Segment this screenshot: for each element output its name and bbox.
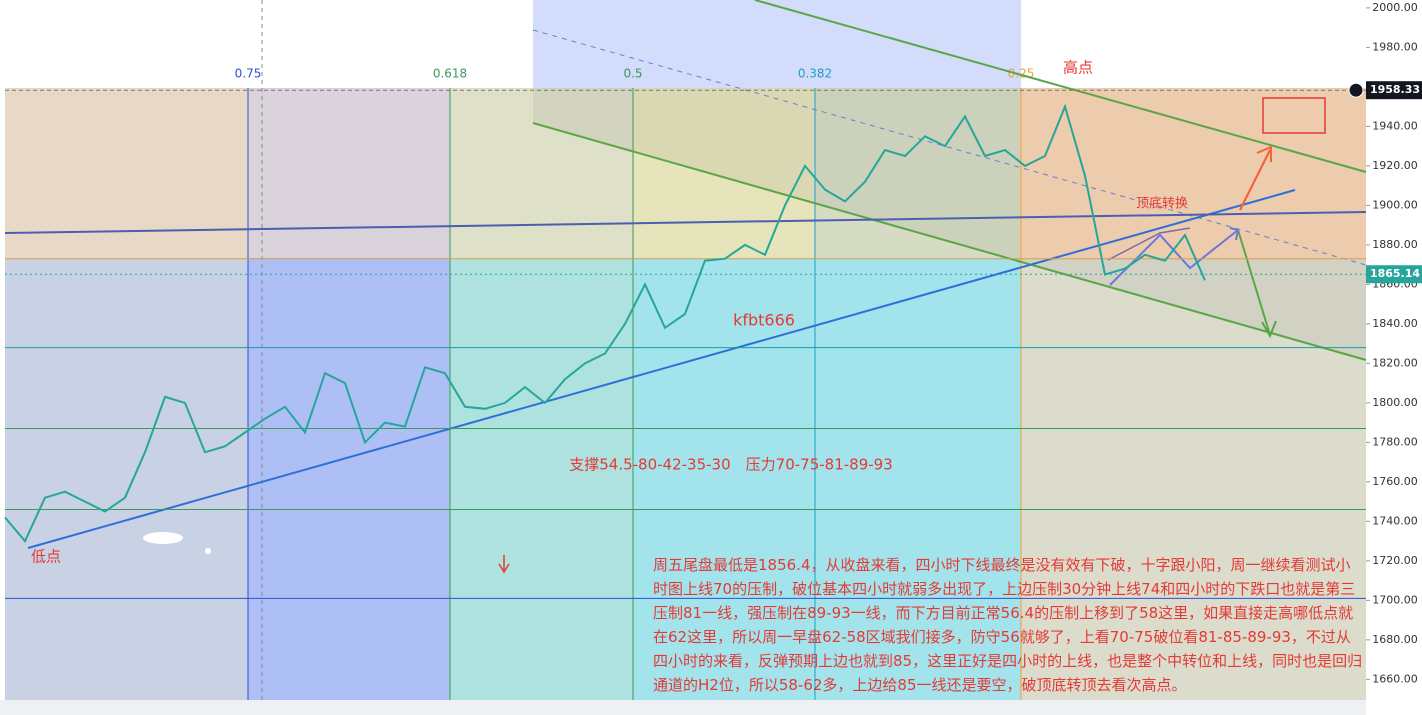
zone — [450, 258, 633, 700]
zone — [633, 258, 1021, 700]
y-tick-label: 1840.00 — [1372, 317, 1418, 330]
y-tick-label: 1680.00 — [1372, 633, 1418, 646]
y-tick-label: 1760.00 — [1372, 475, 1418, 488]
watermark: kfbt666 — [733, 311, 795, 330]
zone — [1021, 88, 1366, 258]
zone — [533, 0, 1021, 88]
y-tick-label: 1980.00 — [1372, 40, 1418, 53]
zone — [1021, 258, 1366, 700]
y-tick-label: 1920.00 — [1372, 159, 1418, 172]
price-axis — [1366, 0, 1422, 715]
price-tag — [1366, 81, 1422, 100]
blot — [205, 548, 211, 554]
y-tick-label: 2000.00 — [1372, 1, 1418, 14]
zone — [450, 88, 633, 258]
low-label: 低点 — [31, 548, 61, 566]
zone — [815, 88, 1021, 258]
zone — [248, 258, 450, 700]
levels — [5, 89, 1366, 599]
channel-mid — [532, 29, 1367, 266]
drawings — [4, 0, 1367, 574]
arrow-head — [1229, 227, 1240, 241]
up-arrow — [1239, 145, 1272, 211]
y-tick-label: 1940.00 — [1372, 119, 1418, 132]
price-tag — [1366, 265, 1422, 284]
crosshair-button — [1348, 82, 1364, 98]
fib-label: 0.382 — [798, 67, 832, 81]
y-tick-label: 1740.00 — [1372, 514, 1418, 527]
analysis-note: 周五尾盘最低是1856.4，从收盘来看，四小时下线最终是没有效有下破，十字跟小阳… — [653, 556, 1363, 694]
trendline — [27, 189, 1296, 549]
y-axis: 1660.00 1680.00 1700.00 1720.00 1740.00 1760.… — [1348, 1, 1422, 685]
fib-label: 0.5 — [623, 67, 642, 81]
y-tick-label: 1780.00 — [1372, 435, 1418, 448]
price-line — [4, 103, 1206, 543]
high-price-label: 1958.33 — [1370, 83, 1420, 96]
zone — [248, 88, 450, 258]
switch-label: 顶底转换 — [1136, 196, 1188, 212]
last-price-label: 1865.14 — [1370, 267, 1420, 280]
zone — [5, 258, 248, 700]
channel-upper — [754, 0, 1367, 173]
y-tick-label: 1820.00 — [1372, 356, 1418, 369]
fib-label: 0.618 — [433, 67, 467, 81]
y-tick-label: 1800.00 — [1372, 396, 1418, 409]
zone — [633, 88, 815, 258]
support-label: 支撑54.5-80-42-35-30 压力70-75-81-89-93 — [569, 456, 892, 474]
channel-lower — [532, 122, 1367, 361]
fib-label: 0.75 — [235, 67, 262, 81]
high-label: 高点 — [1063, 59, 1093, 77]
path-arrow — [1109, 229, 1239, 286]
down-arrow — [1237, 229, 1277, 339]
path-arrow — [1107, 227, 1191, 261]
y-tick-label: 1700.00 — [1372, 593, 1418, 606]
y-tick-label: 1900.00 — [1372, 198, 1418, 211]
y-tick-label: 1880.00 — [1372, 238, 1418, 251]
series — [4, 103, 1206, 543]
bottom-bar — [0, 700, 1366, 715]
neckline — [4, 211, 1367, 234]
y-tick-label: 1720.00 — [1372, 554, 1418, 567]
marker-arrow — [498, 555, 510, 574]
y-tick-label: 1660.00 — [1372, 672, 1418, 685]
target-box — [1262, 97, 1326, 134]
channel-fill — [533, 88, 1366, 360]
blot — [143, 532, 183, 544]
